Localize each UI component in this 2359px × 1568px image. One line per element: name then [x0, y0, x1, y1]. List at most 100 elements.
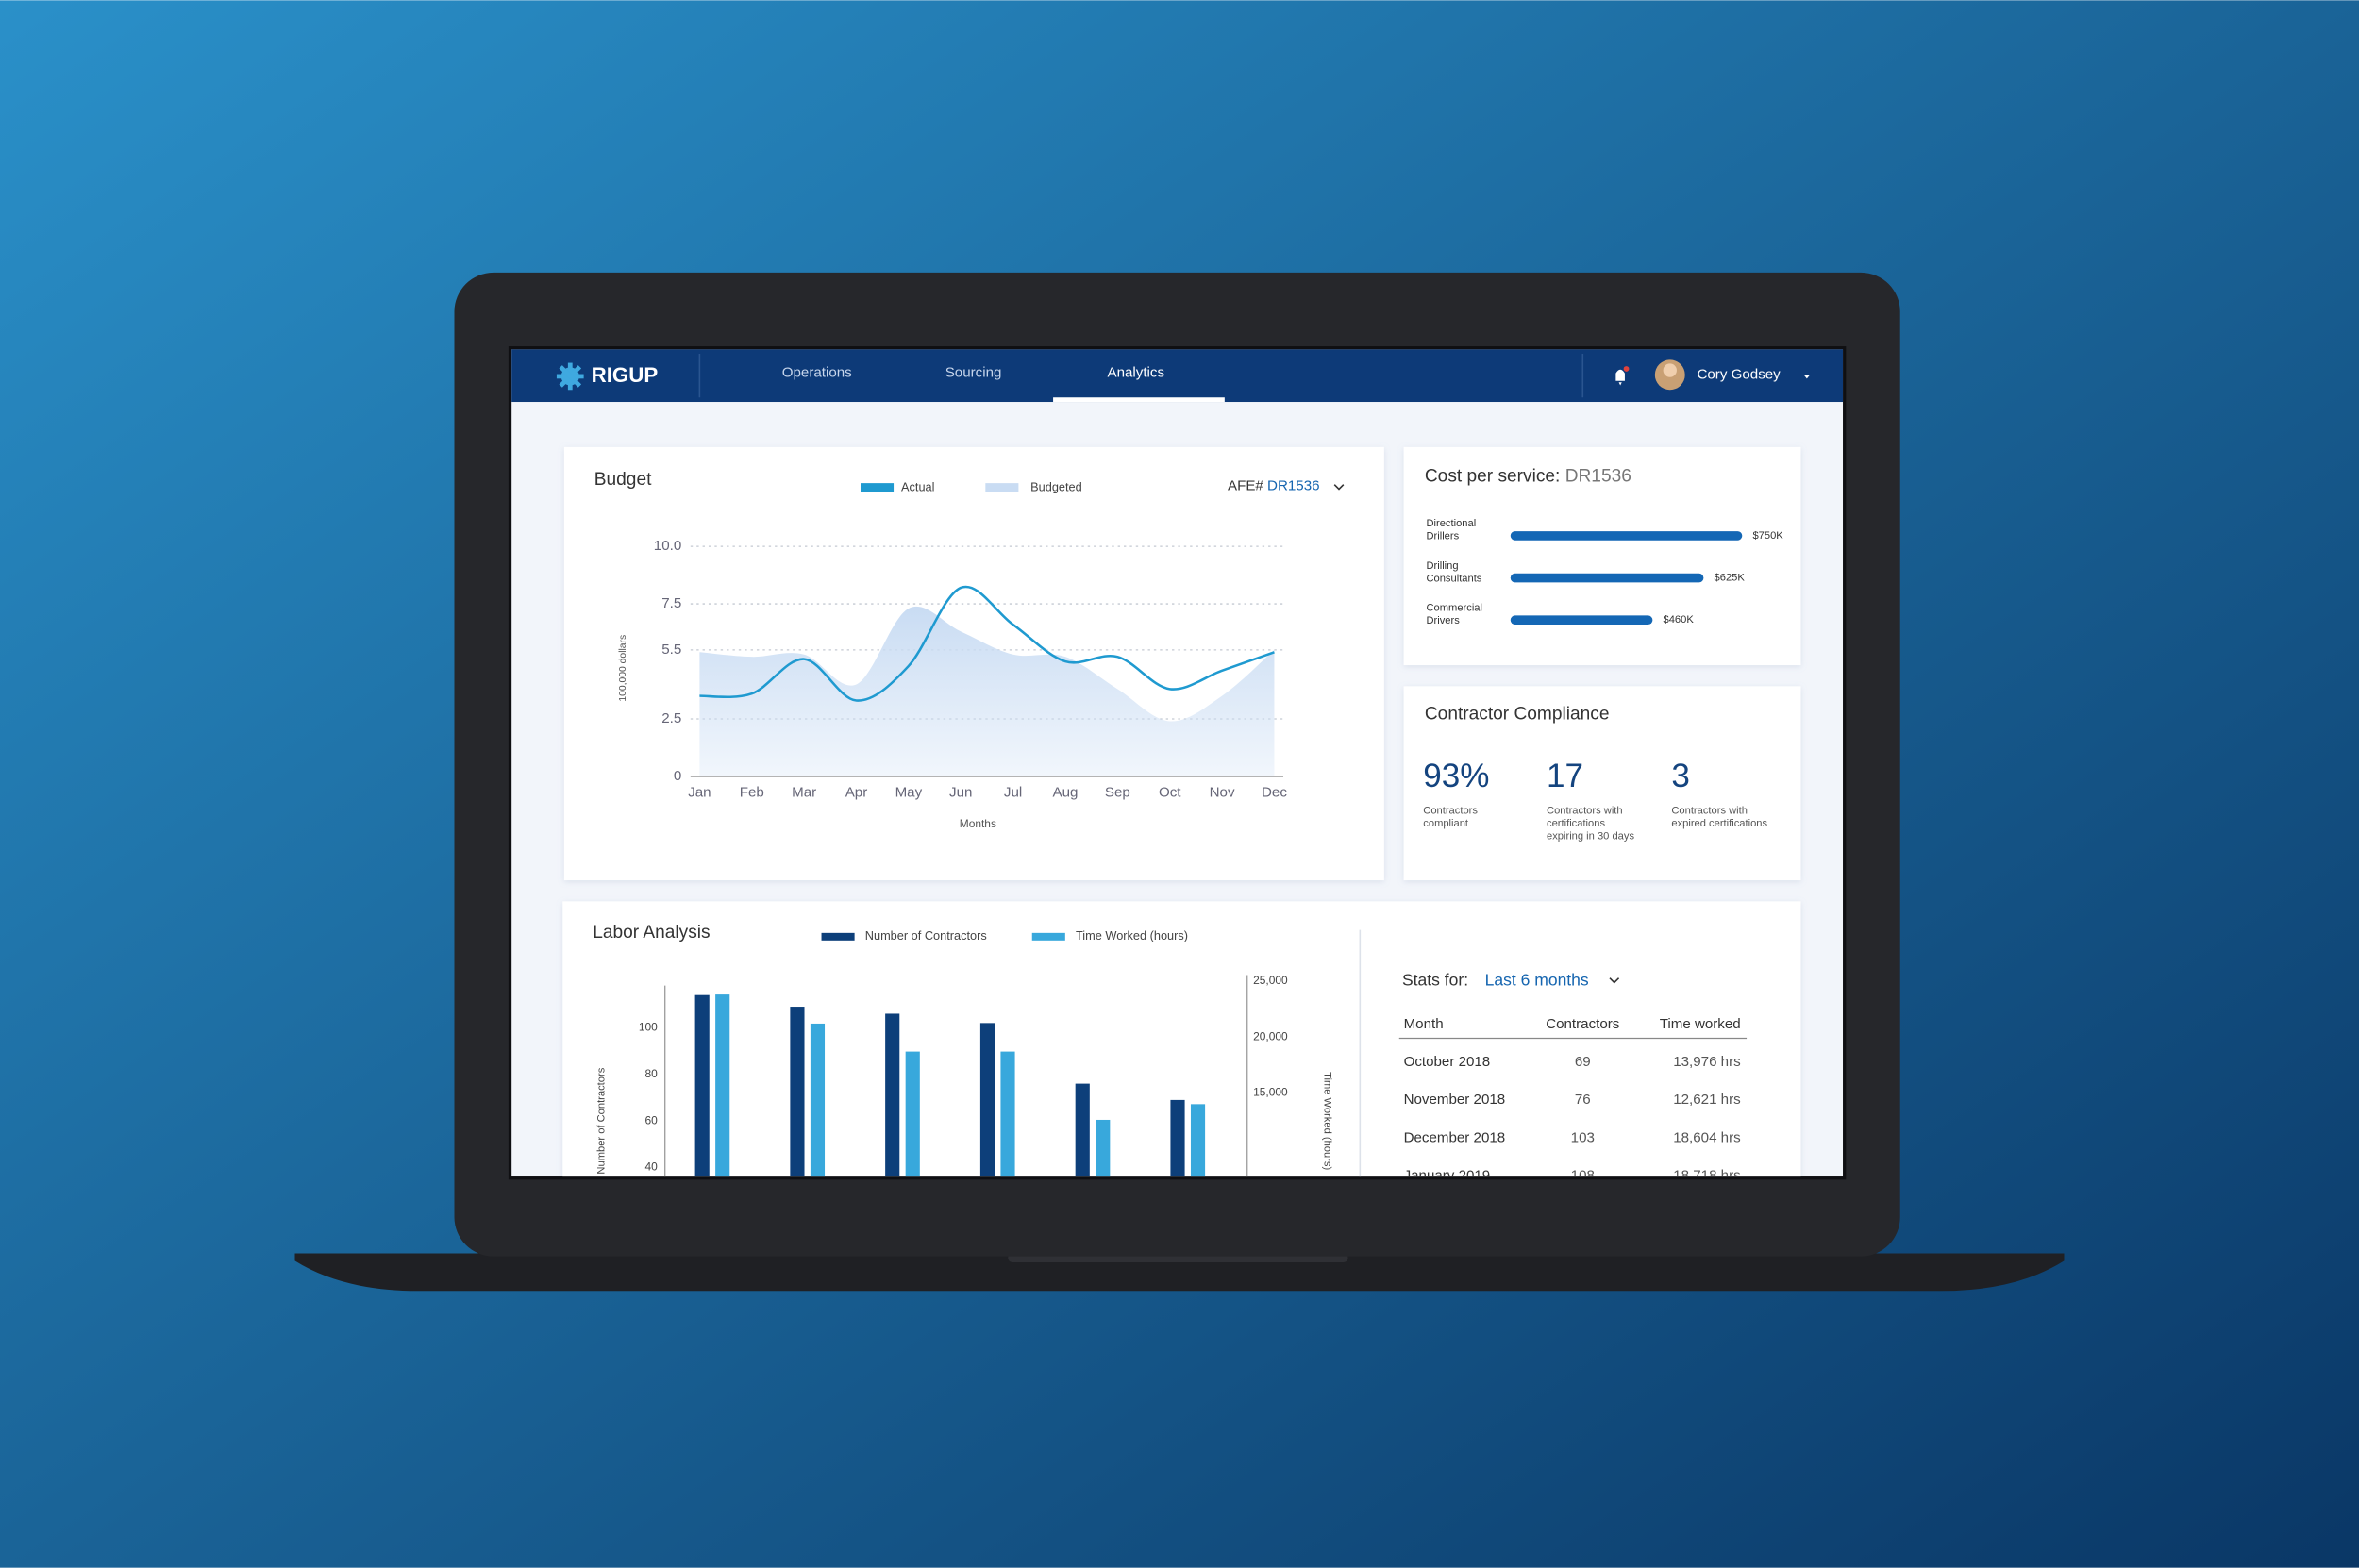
table-cell: 12,621 hrs — [1673, 1092, 1741, 1108]
afe-selector[interactable]: AFE# DR1536 — [1228, 477, 1320, 493]
card-title: Contractor Compliance — [1425, 705, 1610, 725]
cost-bar — [1510, 615, 1653, 625]
cost-bar — [1510, 573, 1704, 583]
y-tick-label: 10.0 — [654, 538, 681, 554]
stats-period[interactable]: Last 6 months — [1485, 970, 1589, 989]
table-cell: October 2018 — [1404, 1054, 1491, 1070]
x-tick-label: Mar — [792, 785, 816, 801]
user-caret[interactable] — [1803, 375, 1811, 379]
x-tick-label: Sep — [1105, 785, 1130, 801]
y2-tick-label: 25,000 — [1253, 974, 1288, 987]
y2-tick-label: 15,000 — [1253, 1086, 1288, 1099]
y-tick-label: 0 — [674, 768, 681, 784]
stat-label: Contractors with — [1547, 806, 1623, 817]
table-cell: January 2019 — [1404, 1167, 1491, 1183]
afe-value[interactable]: DR1536 — [1267, 477, 1320, 493]
labor-bar — [810, 1023, 826, 1177]
y-axis-label: Number of Contractors — [596, 1067, 608, 1174]
x-tick-label: Aug — [1053, 785, 1079, 801]
chevron[interactable] — [1333, 484, 1345, 491]
service-label: Consultants — [1426, 573, 1481, 584]
labor-bar — [1096, 1119, 1111, 1177]
stat-value: 3 — [1671, 758, 1690, 794]
legend-swatch — [860, 483, 895, 492]
x-tick-label: Nov — [1210, 785, 1235, 801]
labor-bar — [905, 1051, 920, 1177]
table-cell: 13,976 hrs — [1673, 1054, 1741, 1070]
labor-bar — [979, 1023, 995, 1177]
nav-tab[interactable]: Operations — [782, 365, 852, 381]
card-title: Cost per service: DR1536 — [1425, 467, 1631, 487]
stat-value: 93% — [1423, 758, 1489, 794]
card-title: Budget — [594, 470, 652, 490]
actual-line — [699, 585, 1275, 702]
service-label: Drilling — [1426, 560, 1458, 572]
legend-label: Actual — [901, 479, 934, 493]
stat-label: certifications — [1547, 818, 1605, 829]
stat-label: compliant — [1423, 818, 1469, 829]
nav-tab[interactable]: Sourcing — [945, 365, 1002, 381]
service-label: Drillers — [1426, 531, 1459, 542]
x-tick-label: Apr — [845, 785, 868, 801]
x-tick-label: Jul — [1004, 785, 1022, 801]
legend-swatch — [821, 932, 855, 941]
cost-title: Cost per service: — [1425, 467, 1560, 487]
table-header: Month — [1404, 1016, 1444, 1032]
afe-label: AFE# — [1228, 477, 1263, 493]
legend-swatch — [985, 483, 1019, 492]
user-name[interactable]: Cory Godsey — [1697, 366, 1781, 382]
active-tab-underline — [1053, 397, 1225, 403]
compliance-card — [1403, 686, 1801, 881]
y-tick-label: 60 — [644, 1113, 658, 1126]
logo-icon — [556, 362, 584, 391]
cost-card — [1403, 446, 1801, 666]
y-tick-label: 2.5 — [661, 710, 681, 726]
stat-label: expired certifications — [1671, 818, 1767, 829]
logo-text[interactable]: RIGUP — [592, 363, 659, 387]
chevron[interactable] — [1609, 977, 1620, 984]
y2-tick-label: 20,000 — [1253, 1029, 1288, 1043]
cost-value: $460K — [1664, 614, 1695, 626]
y-tick-label: 5.5 — [661, 642, 681, 658]
table-header: Time worked — [1660, 1016, 1741, 1032]
legend-swatch — [1031, 932, 1065, 941]
cost-id: DR1536 — [1565, 467, 1631, 487]
x-tick-label: Feb — [740, 785, 764, 801]
table-cell: November 2018 — [1404, 1092, 1506, 1108]
legend-label: Budgeted — [1030, 479, 1082, 493]
nav-bar — [511, 349, 1844, 403]
stat-label: expiring in 30 days — [1547, 831, 1634, 842]
cost-bar — [1510, 531, 1743, 541]
legend-label: Time Worked (hours) — [1076, 928, 1188, 942]
notification-dot — [1623, 366, 1630, 372]
table-cell: 76 — [1575, 1092, 1591, 1108]
x-tick-label: May — [895, 785, 923, 801]
y-tick-label: 100 — [639, 1020, 658, 1033]
x-tick-label: Jan — [688, 785, 711, 801]
nav-tab-active[interactable]: Analytics — [1107, 365, 1164, 381]
card-title: Labor Analysis — [593, 923, 710, 942]
table-cell: 103 — [1571, 1129, 1595, 1145]
x-tick-label: Dec — [1262, 785, 1287, 801]
labor-bar — [1170, 1099, 1185, 1177]
x-axis-label: Months — [960, 817, 996, 830]
labor-bar — [1190, 1104, 1206, 1177]
labor-bar — [715, 994, 730, 1177]
table-header: Contractors — [1546, 1016, 1620, 1032]
labor-bar — [1000, 1051, 1015, 1177]
laptop-base — [294, 1253, 2065, 1292]
cost-value: $750K — [1752, 530, 1783, 542]
cost-value: $625K — [1715, 573, 1746, 584]
y-axis-label: 100,000 dollars — [618, 635, 628, 702]
service-label: Commercial — [1426, 602, 1482, 613]
bell-icon[interactable] — [1615, 369, 1625, 386]
y-tick-label: 80 — [644, 1067, 658, 1080]
table-cell: 108 — [1571, 1167, 1595, 1183]
table-cell: 69 — [1575, 1054, 1591, 1070]
table-cell: 18,718 hrs — [1673, 1167, 1741, 1183]
stat-value: 17 — [1547, 758, 1583, 794]
labor-bar — [790, 1007, 805, 1177]
screen: RIGUP Operations Sourcing Analytics Cory… — [511, 349, 1844, 1183]
stat-label: Contractors with — [1671, 806, 1748, 817]
